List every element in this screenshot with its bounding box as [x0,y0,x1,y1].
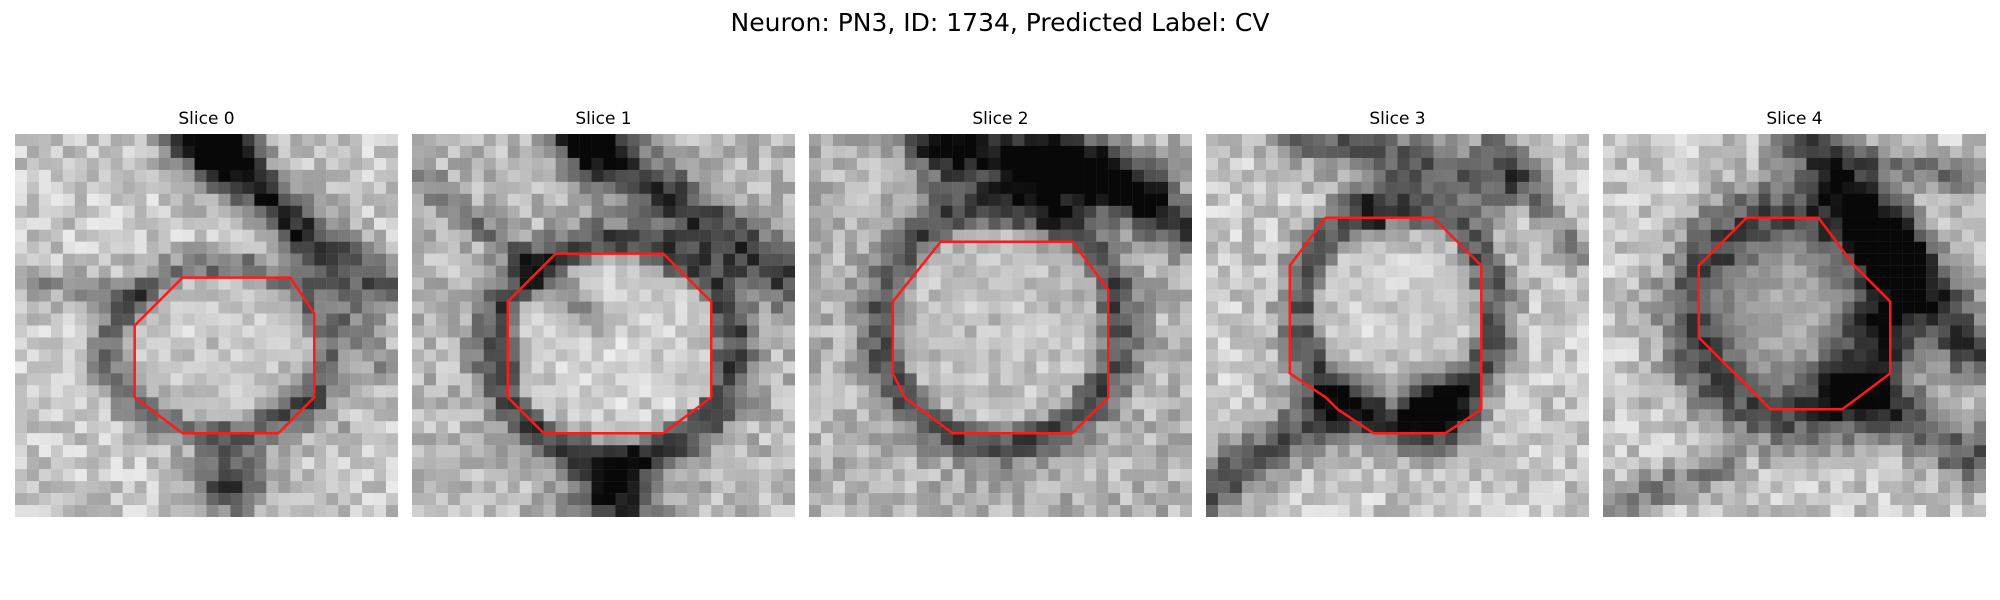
slice-panel-1: Slice 1 [412,107,795,517]
slice-title: Slice 0 [178,109,235,129]
slice-panels: Slice 0 Slice 1 Slice 2 Slice 3 Slice 4 [15,107,1986,517]
contour-outline [506,252,713,435]
contour-outline [133,276,316,435]
slice-image [15,134,398,517]
slice-panel-3: Slice 3 [1206,107,1589,517]
figure-title: Neuron: PN3, ID: 1734, Predicted Label: … [730,8,1270,37]
slice-title: Slice 4 [1766,109,1823,129]
slice-image [1603,134,1986,517]
slice-image [1206,134,1589,517]
slice-image [809,134,1192,517]
contour-outline [1288,216,1483,435]
slice-title: Slice 1 [575,109,632,129]
slice-title: Slice 3 [1369,109,1426,129]
contour-outline [1697,216,1892,411]
slice-title: Slice 2 [972,109,1029,129]
contour-outline [891,240,1110,435]
slice-panel-0: Slice 0 [15,107,398,517]
slice-panel-4: Slice 4 [1603,107,1986,517]
slice-image [412,134,795,517]
slice-panel-2: Slice 2 [809,107,1192,517]
